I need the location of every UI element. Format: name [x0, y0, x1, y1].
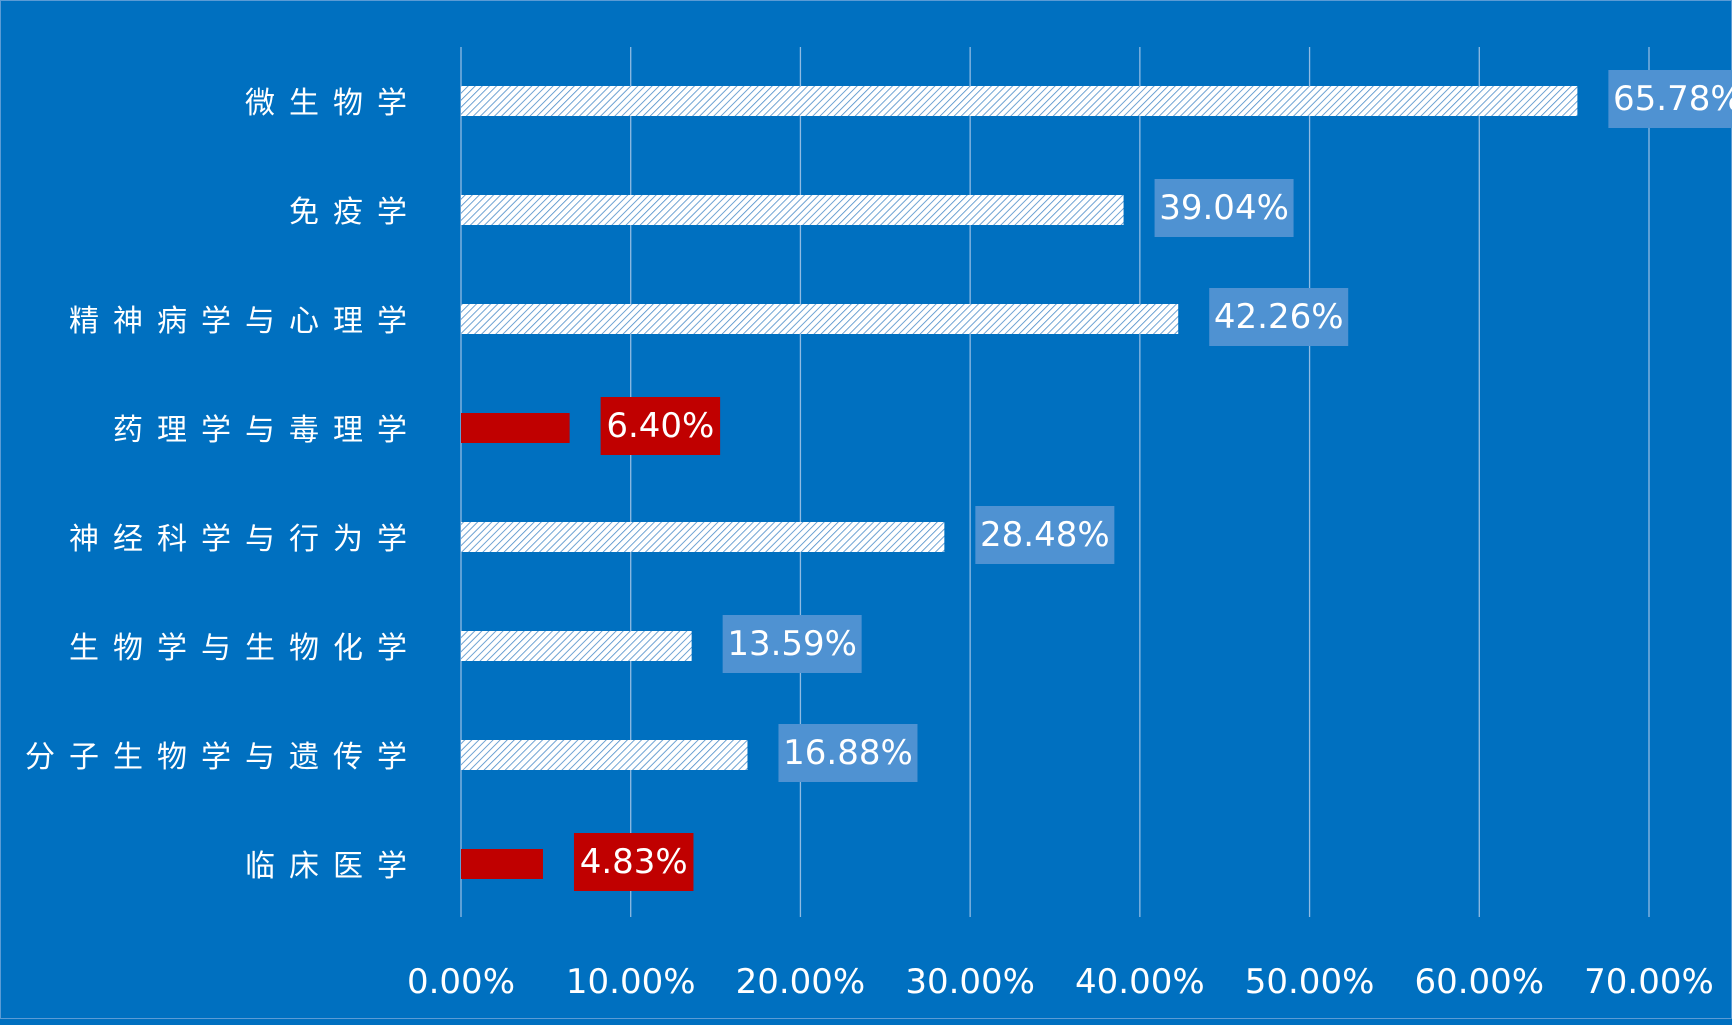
x-tick-label: 0.00%: [407, 962, 515, 1002]
category-label: 生物学与生物化学: [69, 631, 421, 666]
x-tick-label: 10.00%: [566, 962, 696, 1002]
category-labels: 微生物学免疫学精神病学与心理学药理学与毒理学神经科学与行为学生物学与生物化学分子…: [25, 86, 421, 884]
bar: [461, 86, 1578, 116]
data-label: 13.59%: [727, 624, 857, 664]
data-label: 6.40%: [606, 406, 714, 446]
bar: [461, 413, 570, 443]
data-label-box: [1209, 288, 1349, 346]
bar: [461, 522, 945, 552]
bar: [461, 304, 1179, 334]
data-label: 39.04%: [1159, 188, 1289, 228]
data-label-box: [975, 506, 1115, 564]
category-label: 神经科学与行为学: [69, 522, 421, 557]
data-label-box: [778, 724, 918, 782]
data-label: 65.78%: [1613, 79, 1732, 119]
x-tick-label: 70.00%: [1584, 962, 1714, 1002]
x-tick-label: 50.00%: [1245, 962, 1375, 1002]
category-label: 药理学与毒理学: [113, 413, 421, 448]
category-label: 分子生物学与遗传学: [25, 740, 421, 775]
x-tick-label: 20.00%: [736, 962, 866, 1002]
data-label-box: [600, 397, 721, 455]
x-tick-label: 40.00%: [1075, 962, 1205, 1002]
bar: [461, 740, 748, 770]
gridlines: [460, 47, 1650, 917]
data-label: 16.88%: [783, 733, 913, 773]
bar: [461, 849, 543, 879]
data-label: 4.83%: [580, 842, 688, 882]
category-label: 精神病学与心理学: [69, 304, 421, 339]
x-tick-label: 60.00%: [1414, 962, 1544, 1002]
bar: [461, 195, 1124, 225]
data-label-box: [573, 833, 694, 891]
category-label: 临床医学: [245, 849, 421, 884]
data-label: 42.26%: [1214, 297, 1344, 337]
bar: [461, 631, 692, 661]
category-label: 免疫学: [289, 195, 421, 230]
category-label: 微生物学: [245, 86, 421, 121]
bars: 65.78% 39.04% 42.26% 6.40% 28.48% 13.59% 16.88…: [461, 70, 1732, 891]
x-axis-tick-labels: 0.00% 10.00% 20.00% 30.00% 40.00% 50.00% 60.00…: [407, 962, 1714, 1002]
data-label-box: [1154, 179, 1294, 237]
x-tick-label: 30.00%: [905, 962, 1035, 1002]
data-label-box: [1608, 70, 1732, 128]
data-label: 28.48%: [980, 515, 1110, 555]
data-label-box: [722, 615, 862, 673]
